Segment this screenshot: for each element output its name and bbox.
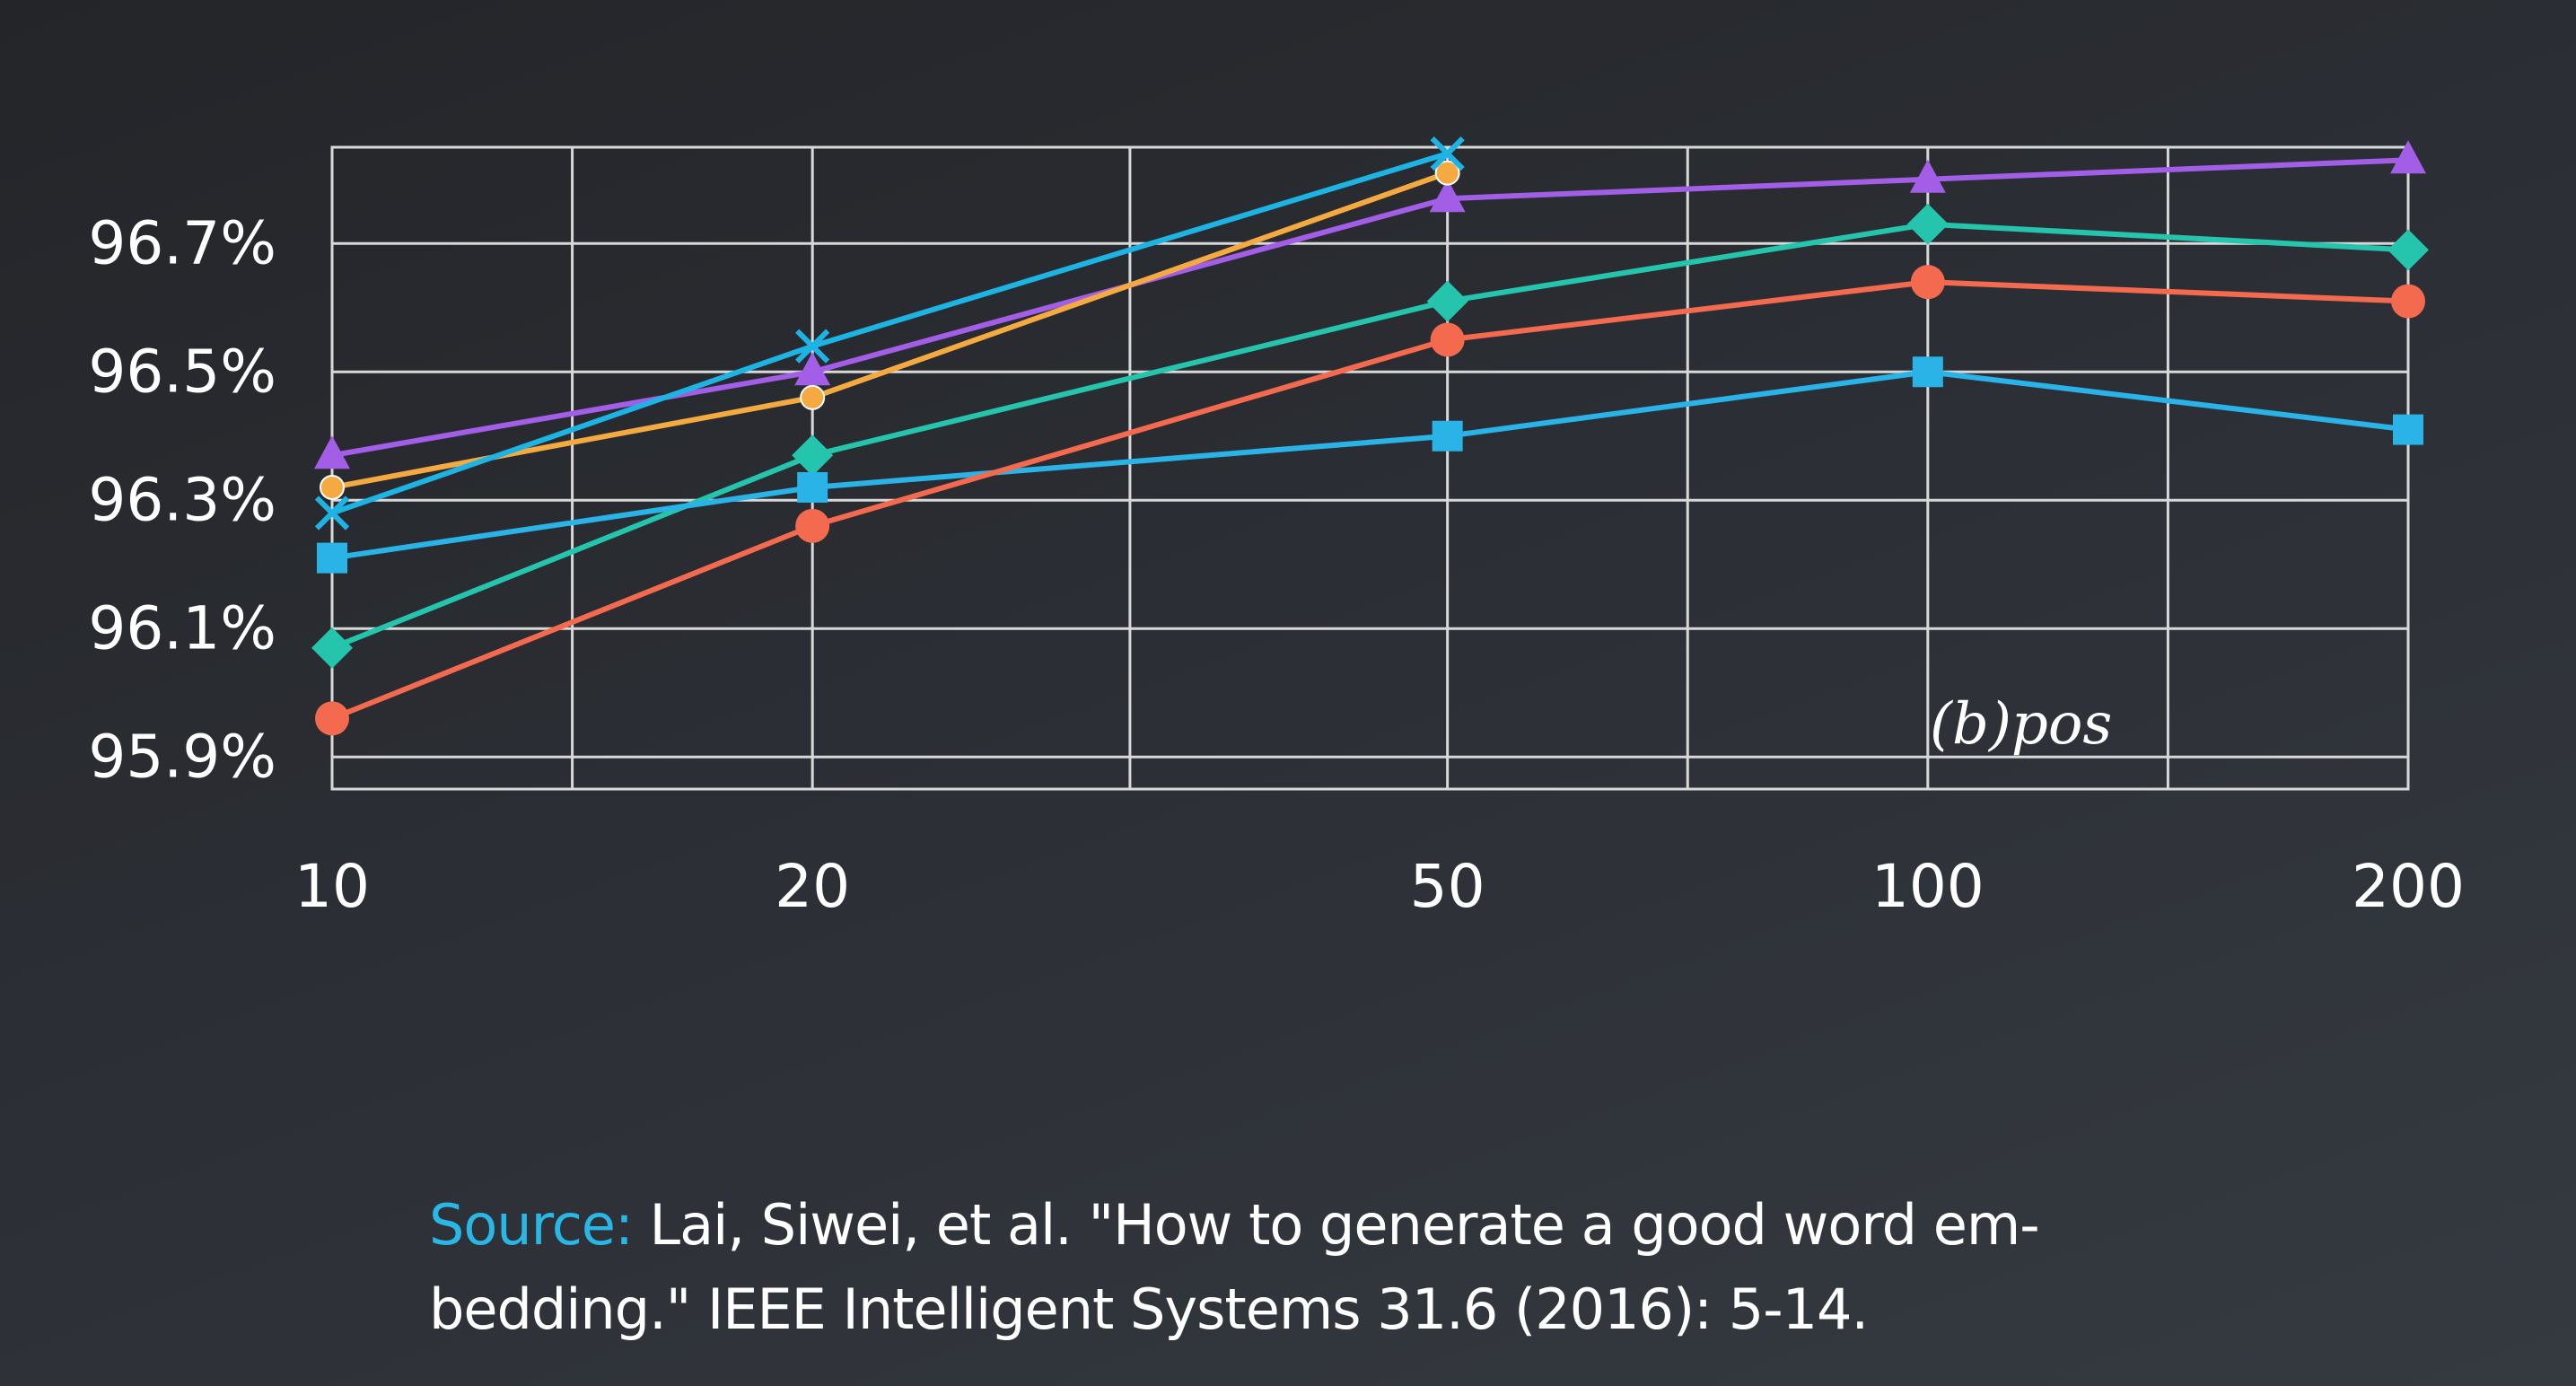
series-line [331, 151, 1449, 516]
diamond-marker [792, 434, 834, 477]
triangle-marker [2390, 140, 2426, 174]
panel-label: (b)pos [1930, 691, 2112, 758]
x-tick-label: 10 [294, 852, 370, 921]
x-marker [314, 496, 350, 531]
y-tick-label: 96.1% [88, 593, 276, 662]
axis-labels: 95.9% 96.1% 96.3% 96.5% 96.7% 10 20 50 100 200 [88, 208, 2465, 921]
circle-marker [1910, 265, 1945, 300]
triangle-marker [794, 352, 831, 386]
source-prefix: Source: [429, 1192, 634, 1258]
square-marker [2393, 414, 2423, 445]
series-5 [317, 356, 2423, 574]
circle-marker [795, 508, 830, 543]
triangle-marker [314, 435, 350, 469]
circle-marker [800, 384, 826, 410]
y-tick-label: 96.7% [88, 208, 276, 277]
series-6 [315, 265, 2425, 736]
x-tick-label: 50 [1410, 852, 1485, 921]
series-lines [311, 136, 2429, 736]
y-tick-label: 95.9% [88, 722, 276, 791]
triangle-marker [1909, 159, 1946, 193]
x-marker [795, 329, 830, 364]
x-tick-label: 100 [1871, 852, 1985, 921]
series-line [331, 170, 1449, 490]
x-marker [1430, 136, 1465, 171]
y-tick-label: 96.3% [88, 465, 276, 534]
x-tick-label: 200 [2352, 852, 2465, 921]
y-tick-label: 96.5% [88, 337, 276, 406]
circle-marker [320, 474, 345, 500]
x-tick-label: 20 [775, 852, 850, 921]
diamond-marker [1426, 280, 1468, 322]
diamond-marker [2388, 229, 2429, 271]
grid [330, 145, 2410, 791]
diamond-marker [1906, 203, 1949, 245]
line-chart: 95.9% 96.1% 96.3% 96.5% 96.7% 10 20 50 100 200 (b… [88, 136, 2465, 921]
circle-marker [1430, 322, 1465, 357]
circle-marker [2391, 284, 2425, 319]
triangle-marker [1429, 179, 1466, 213]
source-citation: Source: Lai, Siwei, et al. "How to gener… [429, 1183, 2224, 1352]
series-4 [311, 203, 2429, 669]
square-marker [1912, 356, 1943, 388]
series-3 [314, 136, 1465, 531]
series-line [331, 157, 2409, 459]
square-marker [317, 542, 347, 574]
circle-marker [315, 701, 349, 736]
square-marker [797, 471, 828, 503]
diamond-marker [311, 627, 353, 669]
series-1 [314, 140, 2426, 469]
circle-marker [1434, 160, 1460, 186]
source-text: Lai, Siwei, et al. "How to generate a go… [429, 1192, 2040, 1342]
square-marker [1432, 420, 1463, 452]
